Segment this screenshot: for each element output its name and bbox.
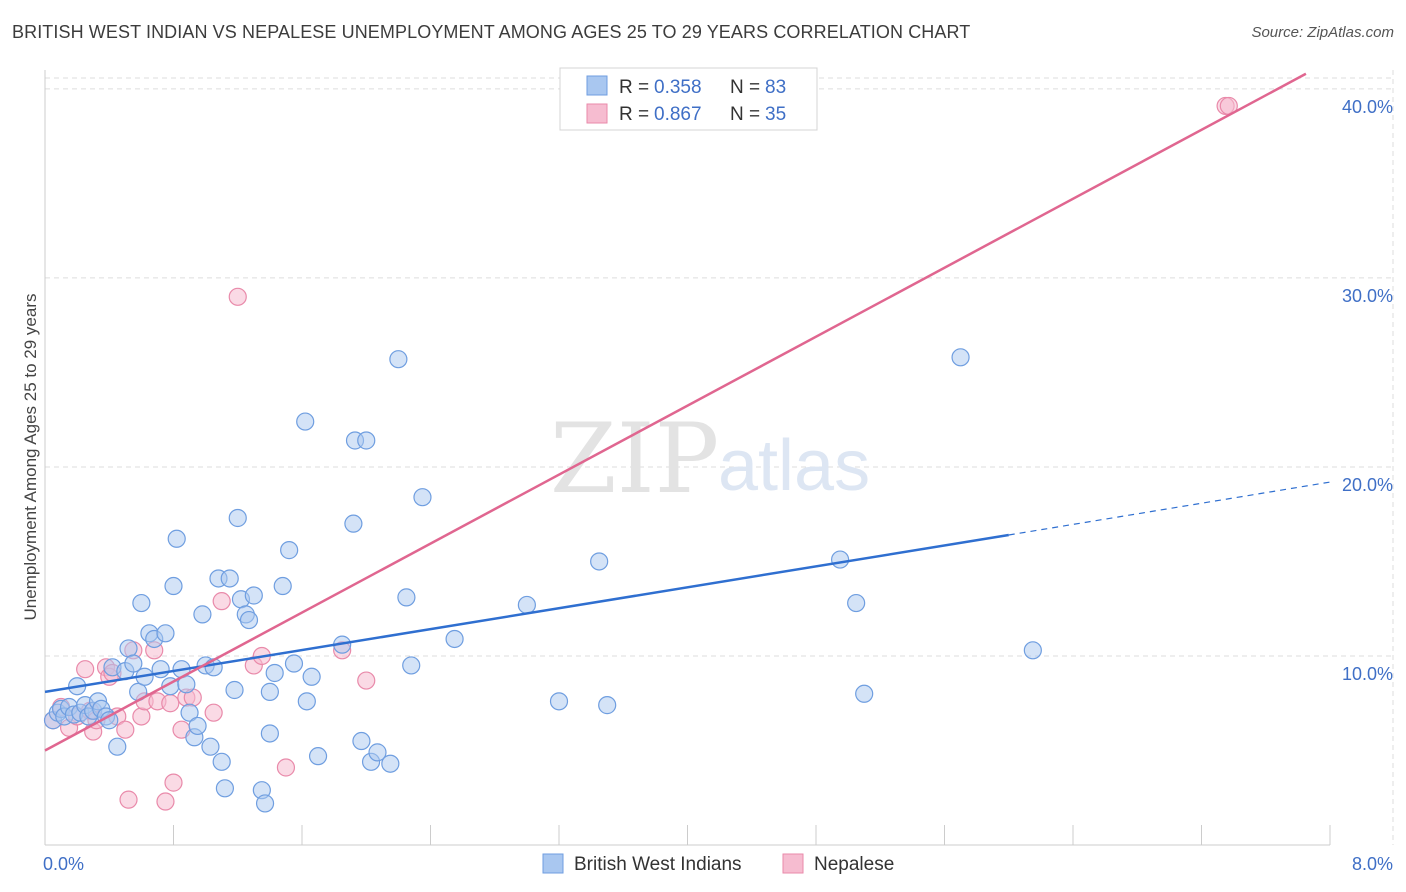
nepalese-point-13 (119, 790, 138, 809)
british-west-indians-point-59 (302, 667, 321, 686)
nepalese-point-20 (161, 694, 180, 713)
british-west-indians-point-79 (847, 593, 866, 613)
legend-r-value-blue: 0.358 (654, 77, 702, 98)
legend-n-value-pink: 35 (765, 104, 786, 125)
british-west-indians-point-75 (549, 692, 569, 711)
british-west-indians-point-51 (260, 724, 279, 743)
x-tick-label-0: 0.0% (43, 854, 84, 874)
british-west-indians-point-37 (201, 737, 220, 756)
british-west-indians-point-82 (1023, 641, 1042, 660)
gridlines (45, 70, 1395, 845)
british-west-indians-points (43, 348, 1042, 813)
y-tick-label-0: 10.0% (1342, 664, 1393, 684)
y-tick-label-1: 20.0% (1342, 475, 1393, 495)
legend-r-label-pink: R = (619, 104, 649, 125)
british-west-indians-point-43 (225, 680, 244, 700)
british-west-indians-point-77 (598, 696, 617, 715)
british-west-indians-point-67 (368, 743, 387, 762)
axes (44, 70, 1331, 846)
nepalese-point-21 (164, 773, 183, 792)
british-west-indians-trendline (44, 533, 1009, 694)
british-west-indians-point-21 (132, 593, 151, 613)
british-west-indians-point-57 (296, 412, 315, 431)
british-west-indians-point-26 (156, 624, 175, 643)
british-west-indians-point-64 (352, 731, 371, 751)
british-west-indians-point-28 (164, 576, 183, 596)
british-west-indians-trendline-extension (1008, 481, 1331, 536)
watermark: ZIP atlas (550, 403, 870, 515)
british-west-indians-point-53 (265, 663, 284, 683)
x-tick-labels: 0.0% 8.0% (43, 854, 1393, 874)
british-west-indians-point-73 (445, 629, 464, 649)
british-west-indians-point-65 (357, 431, 376, 450)
british-west-indians-point-41 (215, 779, 234, 798)
british-west-indians-point-80 (855, 684, 874, 703)
legend-r-value-pink: 0.867 (654, 104, 702, 125)
british-west-indians-point-56 (284, 654, 304, 673)
watermark-zip: ZIP (550, 403, 719, 515)
british-west-indians-point-55 (280, 541, 299, 560)
nepalese-point-30 (276, 758, 296, 777)
nepalese-point-15 (132, 707, 151, 726)
nepalese-point-19 (156, 792, 175, 811)
series-legend-swatch-blue (542, 853, 564, 874)
british-west-indians-point-70 (397, 588, 416, 607)
y-tick-labels: 10.0% 20.0% 30.0% 40.0% (1342, 97, 1393, 684)
british-west-indians-point-48 (244, 586, 263, 605)
british-west-indians-point-54 (273, 576, 292, 596)
series-legend-label-pink: Nepalese (814, 854, 894, 875)
legend-swatch-blue (586, 75, 608, 96)
nepalese-point-25 (204, 703, 223, 722)
source-attribution: Source: ZipAtlas.com (1251, 24, 1394, 41)
british-west-indians-point-47 (239, 610, 259, 630)
british-west-indians-point-58 (297, 692, 316, 711)
y-tick-label-3: 40.0% (1342, 97, 1393, 117)
series-legend: British West Indians Nepalese (542, 853, 894, 875)
british-west-indians-point-50 (255, 794, 275, 813)
british-west-indians-point-16 (108, 737, 127, 756)
british-west-indians-point-35 (193, 605, 212, 624)
british-west-indians-point-74 (517, 595, 536, 615)
british-west-indians-point-71 (402, 656, 421, 675)
nepalese-point-4 (76, 660, 95, 679)
british-west-indians-point-68 (381, 754, 400, 773)
british-west-indians-point-19 (124, 654, 143, 673)
x-tick-label-1: 8.0% (1352, 854, 1393, 874)
british-west-indians-point-76 (590, 552, 609, 571)
british-west-indians-point-34 (188, 716, 207, 736)
watermark-atlas: atlas (718, 426, 870, 506)
nepalese-point-27 (228, 287, 247, 306)
nepalese-point-32 (357, 671, 376, 690)
stats-legend: R = 0.358 N = 83 R = 0.867 N = 35 (559, 67, 818, 131)
british-west-indians-point-18 (119, 639, 138, 658)
nepalese-point-26 (212, 592, 231, 611)
y-axis-label: Unemployment Among Ages 25 to 29 years (21, 294, 40, 621)
legend-n-value-blue: 83 (765, 77, 786, 98)
y-tick-label-2: 30.0% (1342, 286, 1393, 306)
chart-title: BRITISH WEST INDIAN VS NEPALESE UNEMPLOY… (12, 22, 971, 42)
nepalese-trendline (44, 72, 1307, 752)
legend-n-label-blue: N = (730, 77, 760, 98)
british-west-indians-point-42 (220, 569, 239, 588)
series-legend-label-blue: British West Indians (574, 854, 742, 875)
british-west-indians-point-60 (308, 747, 328, 766)
british-west-indians-point-52 (260, 682, 279, 701)
legend-n-label-pink: N = (730, 104, 760, 125)
british-west-indians-point-62 (344, 514, 363, 533)
british-west-indians-point-29 (167, 529, 186, 548)
legend-r-label-blue: R = (619, 77, 649, 98)
british-west-indians-point-81 (951, 348, 970, 367)
british-west-indians-point-44 (228, 508, 247, 528)
british-west-indians-point-78 (830, 550, 850, 569)
british-west-indians-point-69 (389, 350, 408, 369)
trendlines (44, 72, 1331, 752)
british-west-indians-point-32 (180, 703, 199, 722)
series-legend-swatch-pink (782, 853, 804, 874)
nepalese-point-12 (116, 720, 135, 739)
british-west-indians-point-40 (212, 752, 231, 771)
legend-swatch-pink (586, 103, 608, 124)
british-west-indians-point-72 (413, 488, 432, 507)
